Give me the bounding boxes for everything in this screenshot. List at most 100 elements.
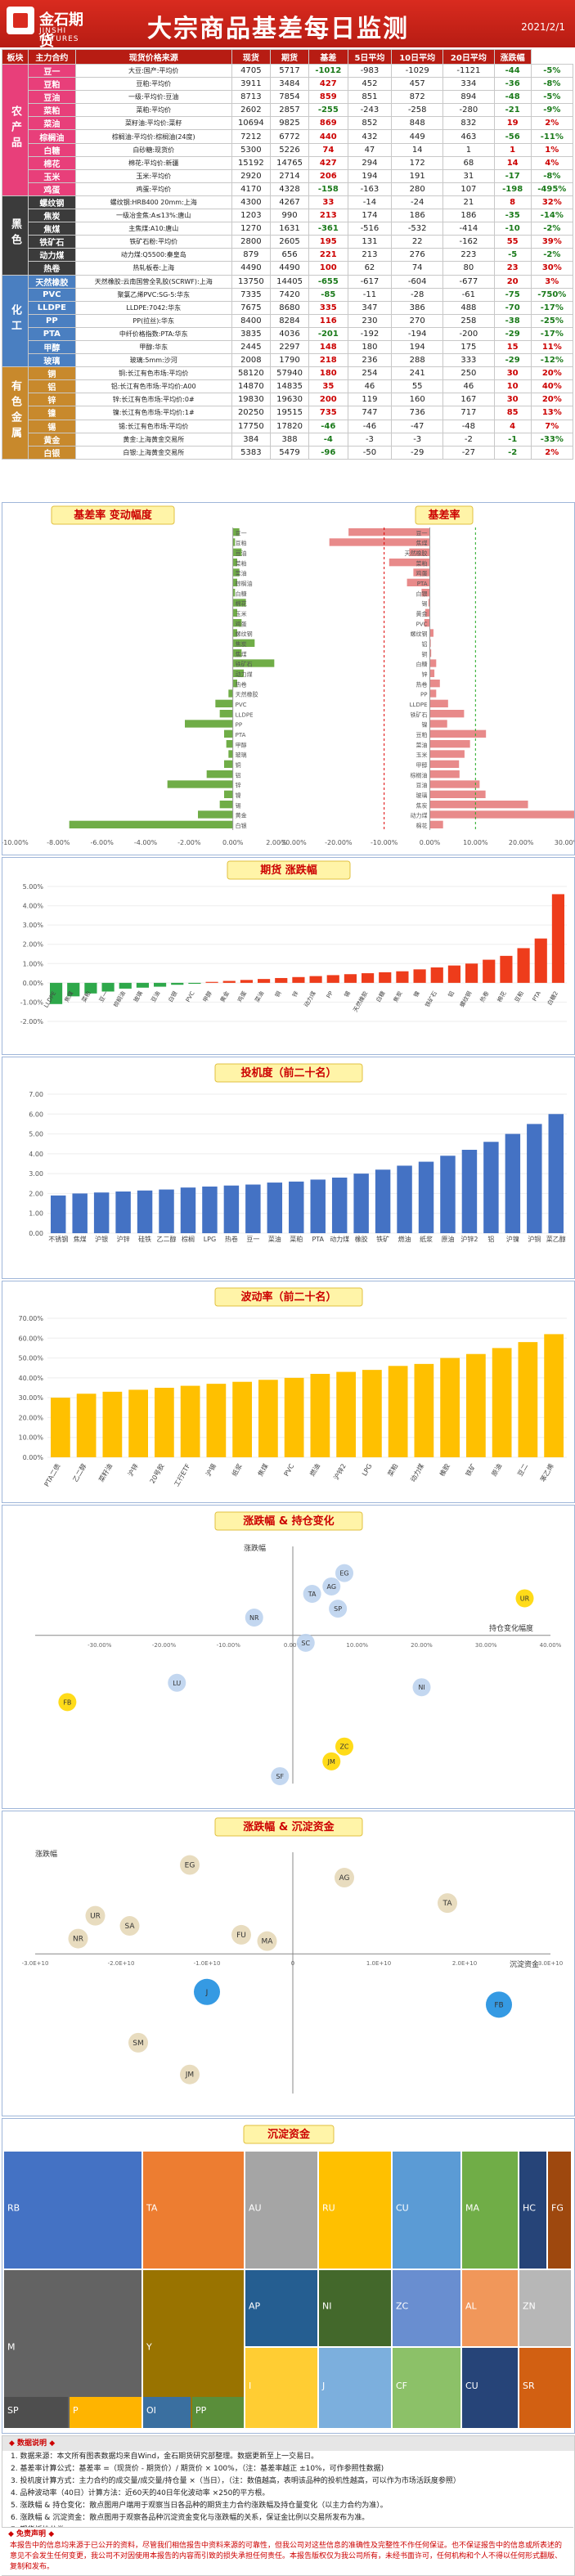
table-cell: 2800 bbox=[231, 235, 271, 249]
svg-vol-bar bbox=[414, 1363, 434, 1457]
basis-change-label: 鸡蛋 bbox=[236, 620, 247, 627]
table-header-cell: 涨跌幅 bbox=[493, 49, 532, 65]
table-cell: 8680 bbox=[269, 300, 310, 315]
svg-vol-xlabel: 纸浆 bbox=[230, 1462, 244, 1478]
treemap-cell bbox=[319, 2152, 391, 2269]
table-header-cell: 期货 bbox=[269, 49, 310, 65]
basis-change-bar bbox=[232, 578, 237, 586]
futures-xlabel: 玻璃 bbox=[132, 990, 144, 1003]
basis-rate-bar bbox=[429, 639, 431, 647]
table-cell: -25% bbox=[530, 313, 574, 328]
basis-rate-tick: 20.00% bbox=[509, 839, 534, 846]
scatter1-point bbox=[296, 1633, 315, 1652]
basis-change-title: 基差率 变动幅度 bbox=[73, 509, 153, 522]
table-row: 锌锌:长江有色市场:平均价:0# 19830 19630 200 119 160 167 30… bbox=[2, 393, 574, 407]
table-cell: 39% bbox=[530, 235, 574, 249]
table-cell: 5717 bbox=[269, 63, 310, 79]
futures-bar bbox=[326, 975, 339, 983]
treemap-cell-label: FG bbox=[551, 2203, 564, 2214]
svg-spec-bar bbox=[223, 1185, 240, 1233]
basis-rate-label: 豆一 bbox=[416, 530, 428, 536]
svg-vol-ytick: 0.00% bbox=[23, 1454, 44, 1461]
table-cell: -5 bbox=[493, 248, 532, 263]
treemap-cell bbox=[393, 2152, 460, 2269]
svg-spec-ytick: 7.00 bbox=[29, 1091, 43, 1098]
futures-bar bbox=[171, 982, 184, 985]
report-date: 2021/2/1 bbox=[521, 21, 565, 33]
treemap-cell-label: M bbox=[7, 2342, 16, 2353]
table-cell: 鸡蛋:平均价 bbox=[74, 182, 232, 196]
table-cell: -604 bbox=[391, 274, 444, 289]
table-cell: 30 bbox=[493, 366, 532, 381]
table-cell: 236 bbox=[347, 353, 393, 368]
basis-change-bar bbox=[232, 608, 237, 617]
svg-vol-ytick: 60.00% bbox=[18, 1335, 43, 1342]
table-cell: 148 bbox=[308, 339, 348, 355]
treemap-cell-label: SR bbox=[523, 2381, 535, 2391]
basis-rate-label: 铜 bbox=[422, 650, 428, 657]
scatter2-point-label: MA bbox=[262, 1938, 274, 1946]
table-cell: 288 bbox=[391, 353, 444, 368]
table-cell: 14405 bbox=[269, 274, 310, 289]
table-cell: 32% bbox=[530, 195, 574, 210]
table-cell: 206 bbox=[308, 168, 348, 183]
notes-line: 6. 涨跌幅 & 沉淀资金：散点图用于观察各品种沉淀资金变化与涨跌幅的关系，保证… bbox=[11, 2514, 370, 2522]
table-cell: 1631 bbox=[269, 222, 310, 236]
basis-change-label: 动力煤 bbox=[236, 671, 253, 678]
basis-rate-label: 铁矿石 bbox=[411, 711, 428, 718]
brand-name-en: JINSHI FUTURES bbox=[39, 27, 79, 43]
svg-spec-bar bbox=[505, 1133, 521, 1233]
table-cell: -44 bbox=[493, 63, 532, 79]
table-cell: 194 bbox=[391, 339, 444, 355]
basis-rate-bar bbox=[429, 710, 465, 718]
svg-spec-bar bbox=[245, 1184, 261, 1233]
svg-spec-xlabel: 焦煤 bbox=[74, 1235, 87, 1243]
basis-rate-tick: -10.00% bbox=[371, 839, 398, 846]
table-cell: -56 bbox=[493, 129, 532, 144]
svg-vol-xlabel: 菜粕 bbox=[386, 1462, 400, 1478]
table-cell: 194 bbox=[347, 168, 393, 183]
futures-xlabel: 黄金 bbox=[218, 990, 231, 1003]
table-cell: 717 bbox=[442, 406, 495, 420]
table-cell: -1012 bbox=[308, 63, 348, 79]
table-cell: 铁矿石 bbox=[28, 235, 76, 249]
treemap-cell-label: OI bbox=[146, 2405, 156, 2416]
basis-change-bar bbox=[219, 710, 233, 718]
treemap-cell-label: CU bbox=[396, 2203, 409, 2214]
basis-rate-tick: 30.00% bbox=[555, 839, 574, 846]
notes-line: 3. 投机度计算方式：主力合约的成交量/成交量/持仓量 ×（当日），（注：数值越… bbox=[11, 2477, 460, 2485]
basis-change-label: 热卷 bbox=[236, 680, 247, 688]
scatter2-point bbox=[438, 1893, 457, 1914]
treemap-cell bbox=[319, 2348, 391, 2428]
basis-rate-bar bbox=[429, 659, 437, 667]
futures-bar bbox=[154, 982, 167, 987]
basis-rate-label: 玉米 bbox=[416, 752, 428, 759]
table-cell: -33% bbox=[530, 432, 574, 447]
svg-spec-bar bbox=[115, 1192, 131, 1233]
table-cell: 菜粕 bbox=[28, 103, 76, 118]
basis-rate-bar bbox=[429, 801, 528, 809]
svg-vol-bar bbox=[155, 1388, 174, 1457]
svg-spec-xlabel: 硅铁 bbox=[138, 1235, 151, 1243]
futures-xlabel: 豆一 bbox=[98, 990, 110, 1003]
futures-bar bbox=[500, 955, 513, 983]
svg-vol-bar bbox=[232, 1381, 252, 1457]
table-cell: 甲醇:华东 bbox=[74, 339, 232, 355]
basis-rate-label: 铝 bbox=[422, 640, 428, 648]
svg-vol-bar bbox=[180, 1385, 200, 1457]
table-cell: 191 bbox=[391, 168, 444, 183]
table-cell: 347 bbox=[347, 300, 393, 315]
table-header-cell: 现货 bbox=[231, 49, 271, 65]
scatter1-title: 涨跌幅 & 持仓变化 bbox=[242, 1515, 334, 1528]
table-cell: 7675 bbox=[231, 300, 271, 315]
basis-change-label: 焦炭 bbox=[236, 640, 247, 648]
basis-rate-bar bbox=[329, 538, 430, 546]
table-cell: 869 bbox=[308, 116, 348, 131]
basis-rate-title: 基差率 bbox=[427, 509, 460, 522]
table-cell: 一级冶金焦:A≤13%:唐山 bbox=[74, 209, 232, 223]
treemap-cell bbox=[192, 2397, 244, 2428]
scatter1-xtick: 40.00% bbox=[540, 1642, 562, 1649]
svg-spec-xlabel: 乙二醇 bbox=[157, 1235, 177, 1243]
table-row: 玻璃 玻璃:5mm:沙河 2008 1790 218 236 288 333 -29 -12% bbox=[2, 353, 574, 368]
treemap-cell bbox=[393, 2270, 460, 2346]
